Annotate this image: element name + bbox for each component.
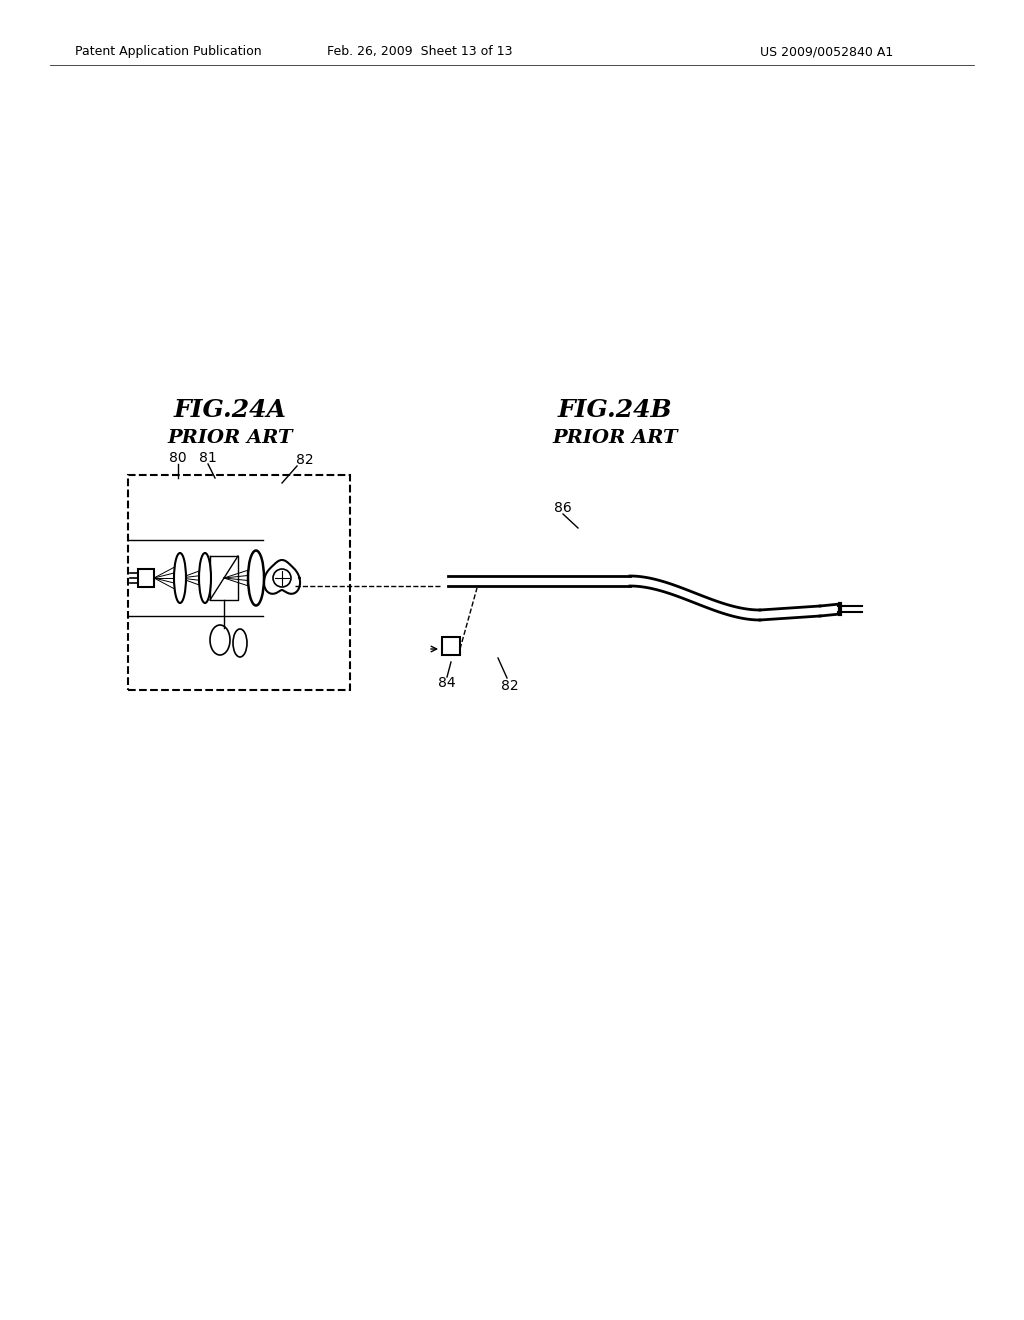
Text: 82: 82 xyxy=(296,453,313,467)
Bar xyxy=(128,475,350,690)
Ellipse shape xyxy=(248,550,264,606)
Text: Feb. 26, 2009  Sheet 13 of 13: Feb. 26, 2009 Sheet 13 of 13 xyxy=(328,45,513,58)
Text: 81: 81 xyxy=(199,451,217,465)
Text: FIG.24B: FIG.24B xyxy=(558,399,673,422)
Text: 86: 86 xyxy=(554,502,571,515)
Text: 82: 82 xyxy=(501,678,519,693)
Polygon shape xyxy=(264,560,300,594)
Ellipse shape xyxy=(174,553,186,603)
Text: 80: 80 xyxy=(169,451,186,465)
Text: FIG.24A: FIG.24A xyxy=(173,399,287,422)
Ellipse shape xyxy=(199,553,211,603)
Text: PRIOR ART: PRIOR ART xyxy=(552,429,678,447)
Text: Patent Application Publication: Patent Application Publication xyxy=(75,45,261,58)
Bar xyxy=(138,569,154,587)
Text: US 2009/0052840 A1: US 2009/0052840 A1 xyxy=(760,45,893,58)
Bar xyxy=(442,638,460,655)
Text: 84: 84 xyxy=(438,676,456,690)
Text: PRIOR ART: PRIOR ART xyxy=(167,429,293,447)
Circle shape xyxy=(273,569,291,587)
